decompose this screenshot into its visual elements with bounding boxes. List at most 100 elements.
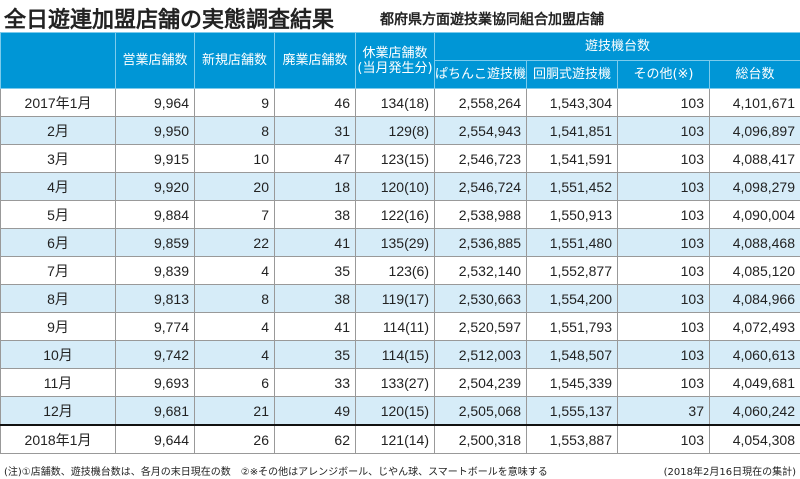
- table-cell: 2,500,318: [434, 424, 527, 454]
- table-cell: 123(6): [355, 256, 435, 285]
- table-cell: 9,950: [115, 116, 195, 145]
- table-cell: 2,558,264: [434, 88, 527, 117]
- table-cell: 2,512,003: [434, 340, 527, 369]
- table-cell: 62: [274, 424, 356, 454]
- table-row: 11月 9,693 6 33 133(27) 2,504,239 1,545,339 103 4…: [0, 368, 800, 397]
- table-cell: 103: [617, 200, 710, 229]
- table-cell: 26: [194, 424, 275, 454]
- table-cell: 1,543,304: [526, 88, 618, 117]
- table-cell: 120(10): [355, 172, 435, 201]
- table-cell: 120(15): [355, 396, 435, 426]
- table-cell: 2,538,988: [434, 200, 527, 229]
- header-other: その他(※): [617, 60, 710, 89]
- table-cell: 9,839: [115, 256, 195, 285]
- table-row: 5月 9,884 7 38 122(16) 2,538,988 1,550,913 103 4,…: [0, 200, 800, 229]
- table-cell: 4,096,897: [708, 116, 800, 145]
- table-cell: 10: [194, 144, 275, 173]
- table-cell: 4,072,493: [708, 312, 800, 341]
- table-cell: 46: [274, 88, 356, 117]
- table-cell: 4,098,279: [708, 172, 800, 201]
- table-cell: 37: [617, 396, 710, 426]
- table-cell: 6: [194, 368, 275, 397]
- table-cell: 35: [274, 256, 356, 285]
- row-month: 8月: [0, 284, 116, 313]
- table-cell: 2,536,885: [434, 228, 527, 257]
- table-cell: 4,088,417: [708, 144, 800, 173]
- table-cell: 4,101,671: [708, 88, 800, 117]
- table-cell: 22: [194, 228, 275, 257]
- table-cell: 4: [194, 340, 275, 369]
- table-cell: 2,505,068: [434, 396, 527, 426]
- table-cell: 122(16): [355, 200, 435, 229]
- table-cell: 1,550,913: [526, 200, 618, 229]
- table-cell: 1,551,452: [526, 172, 618, 201]
- table-cell: 1,551,793: [526, 312, 618, 341]
- table-cell: 119(17): [355, 284, 435, 313]
- row-month: 6月: [0, 228, 116, 257]
- table-row: 8月 9,813 8 38 119(17) 2,530,663 1,554,200 103 4,…: [0, 284, 800, 313]
- table-row: 7月 9,839 4 35 123(6) 2,532,140 1,552,877 103 4,0…: [0, 256, 800, 285]
- table-cell: 1,555,137: [526, 396, 618, 426]
- survey-table: 営業店舗数 新規店舗数 廃業店舗数 休業店舗数 (当月発生分) 遊技機台数 ぱちん…: [0, 32, 800, 454]
- table-cell: 103: [617, 144, 710, 173]
- table-cell: 114(15): [355, 340, 435, 369]
- table-cell: 9,884: [115, 200, 195, 229]
- table-cell: 18: [274, 172, 356, 201]
- table-cell: 103: [617, 312, 710, 341]
- table-cell: 8: [194, 116, 275, 145]
- table-cell: 2,554,943: [434, 116, 527, 145]
- table-cell: 114(11): [355, 312, 435, 341]
- table-cell: 4,060,242: [708, 396, 800, 426]
- table-cell: 7: [194, 200, 275, 229]
- table-row: 3月 9,915 10 47 123(15) 2,546,723 1,541,591 103 4…: [0, 144, 800, 173]
- table-cell: 2,530,663: [434, 284, 527, 313]
- table-cell: 9,964: [115, 88, 195, 117]
- table-cell: 38: [274, 284, 356, 313]
- table-cell: 1,545,339: [526, 368, 618, 397]
- row-month: 10月: [0, 340, 116, 369]
- table-cell: 4,054,308: [708, 424, 800, 454]
- table-cell: 1,548,507: [526, 340, 618, 369]
- table-cell: 103: [617, 116, 710, 145]
- table-row: 9月 9,774 4 41 114(11) 2,520,597 1,551,793 103 4,…: [0, 312, 800, 341]
- table-cell: 9,915: [115, 144, 195, 173]
- table-cell: 9,693: [115, 368, 195, 397]
- table-cell: 35: [274, 340, 356, 369]
- table-cell: 121(14): [355, 424, 435, 454]
- row-month: 3月: [0, 144, 116, 173]
- table-cell: 2,532,140: [434, 256, 527, 285]
- table-cell: 133(27): [355, 368, 435, 397]
- table-row: 12月 9,681 21 49 120(15) 2,505,068 1,555,137 37 4…: [0, 396, 800, 426]
- table-cell: 49: [274, 396, 356, 426]
- page-subtitle: 都府県方面遊技業協同組合加盟店舗: [380, 12, 604, 28]
- header-suspended: 休業店舗数 (当月発生分): [355, 32, 435, 89]
- table-cell: 1,553,887: [526, 424, 618, 454]
- table-cell: 1,554,200: [526, 284, 618, 313]
- table-cell: 1,541,591: [526, 144, 618, 173]
- table-cell: 20: [194, 172, 275, 201]
- table-cell: 4,084,966: [708, 284, 800, 313]
- row-month: 9月: [0, 312, 116, 341]
- header-machines: 遊技機台数: [433, 32, 800, 61]
- as-of-date: (2018年2月16日現在の集計): [663, 467, 796, 478]
- table-row: 2017年1月 9,964 9 46 134(18) 2,558,264 1,543,304…: [0, 88, 800, 117]
- table-cell: 47: [274, 144, 356, 173]
- header-closed: 廃業店舗数: [274, 32, 356, 89]
- table-cell: 4,060,613: [708, 340, 800, 369]
- table-cell: 41: [274, 312, 356, 341]
- header-suspended-sub: (当月発生分): [357, 60, 433, 76]
- header-pachinko: ぱちんこ遊技機: [434, 60, 527, 89]
- table-cell: 1,552,877: [526, 256, 618, 285]
- table-cell: 9,644: [115, 424, 195, 454]
- table-cell: 8: [194, 284, 275, 313]
- row-month: 2月: [0, 116, 116, 145]
- table-cell: 33: [274, 368, 356, 397]
- row-month: 2018年1月: [0, 424, 116, 454]
- table-cell: 4: [194, 312, 275, 341]
- header-month: [0, 32, 116, 89]
- table-cell: 9: [194, 88, 275, 117]
- table-cell: 9,920: [115, 172, 195, 201]
- row-month: 2017年1月: [0, 88, 116, 117]
- table-cell: 135(29): [355, 228, 435, 257]
- table-cell: 41: [274, 228, 356, 257]
